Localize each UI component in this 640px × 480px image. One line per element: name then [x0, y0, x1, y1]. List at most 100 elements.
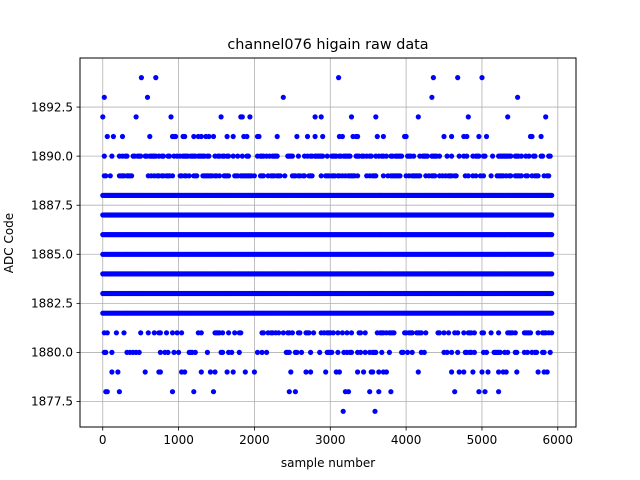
data-point — [549, 310, 555, 316]
data-point — [295, 153, 301, 159]
data-point — [527, 330, 534, 336]
data-point — [157, 330, 163, 336]
data-point — [368, 153, 374, 159]
data-point — [514, 369, 520, 375]
data-point — [471, 349, 477, 355]
data-point — [323, 369, 329, 375]
data-point — [449, 133, 455, 140]
data-point — [355, 369, 361, 375]
data-point — [104, 389, 110, 395]
data-point — [309, 173, 315, 179]
chart-title: channel076 higain raw data — [227, 37, 428, 53]
x-tick-label: 5000 — [467, 433, 498, 447]
data-point — [247, 114, 253, 120]
data-point — [133, 114, 139, 120]
data-point — [239, 153, 245, 159]
data-point — [308, 369, 314, 375]
data-point — [116, 389, 122, 395]
data-point — [496, 389, 502, 395]
data-point — [417, 173, 423, 179]
data-point — [538, 133, 544, 140]
data-point — [465, 173, 471, 179]
data-point — [274, 153, 280, 159]
data-point — [251, 369, 257, 375]
data-point — [505, 114, 511, 120]
data-point — [169, 330, 176, 336]
data-point — [113, 330, 119, 336]
data-point — [260, 173, 267, 179]
data-point — [549, 192, 555, 198]
data-point — [103, 349, 109, 355]
data-point — [218, 114, 224, 120]
data-point — [549, 212, 555, 218]
data-point — [340, 408, 346, 414]
data-point — [488, 330, 494, 336]
data-point — [464, 153, 470, 159]
data-point — [109, 153, 115, 159]
x-tick-label: 4000 — [391, 433, 422, 447]
data-point — [256, 133, 262, 140]
y-tick-label: 1882.5 — [31, 297, 73, 311]
data-point — [210, 389, 217, 395]
data-point — [497, 349, 503, 355]
data-point — [306, 330, 312, 336]
data-point — [488, 173, 494, 179]
data-point — [144, 94, 151, 100]
data-point — [505, 349, 511, 355]
data-point — [546, 173, 552, 179]
data-point — [280, 94, 286, 100]
data-point — [503, 369, 509, 375]
data-point — [490, 153, 496, 159]
data-point — [104, 330, 110, 336]
x-axis-ticks: 0 1000 2000 3000 4000 5000 6000 — [99, 427, 573, 447]
data-point — [449, 349, 455, 355]
y-tick-label: 1892.5 — [31, 100, 73, 114]
data-point — [289, 153, 295, 159]
data-point — [373, 173, 379, 179]
data-point — [129, 173, 135, 179]
data-point — [455, 330, 461, 336]
data-point — [547, 153, 553, 159]
data-point — [174, 330, 180, 336]
data-point — [317, 349, 323, 355]
data-point — [471, 330, 477, 336]
data-point — [335, 330, 341, 336]
data-point — [418, 330, 424, 336]
data-point — [361, 369, 367, 375]
data-point — [535, 330, 541, 336]
data-point — [496, 330, 502, 336]
data-point — [136, 349, 142, 355]
data-point — [529, 133, 535, 140]
data-point — [456, 153, 462, 159]
data-point — [524, 173, 531, 179]
data-point — [514, 349, 520, 355]
data-point — [358, 330, 364, 336]
data-point — [335, 349, 341, 355]
data-point — [153, 75, 159, 81]
data-point — [544, 369, 550, 375]
data-point — [191, 133, 197, 140]
data-point — [355, 133, 361, 140]
y-tick-label: 1890.0 — [31, 149, 73, 163]
data-point — [320, 133, 326, 140]
data-point — [312, 114, 318, 120]
data-point — [251, 173, 257, 179]
data-point — [166, 153, 173, 159]
data-point — [109, 369, 115, 375]
data-point — [441, 133, 447, 140]
data-point — [230, 153, 236, 159]
data-point — [441, 330, 447, 336]
data-point — [421, 349, 427, 355]
data-point — [220, 330, 226, 336]
data-point — [480, 173, 487, 179]
data-point — [485, 369, 491, 375]
data-point — [535, 369, 541, 375]
data-point — [210, 133, 217, 140]
data-point — [465, 114, 471, 120]
data-point — [232, 330, 238, 336]
data-point — [430, 75, 436, 81]
data-point — [436, 153, 443, 159]
data-point — [212, 369, 218, 375]
data-point — [549, 290, 555, 297]
data-point — [415, 114, 421, 120]
